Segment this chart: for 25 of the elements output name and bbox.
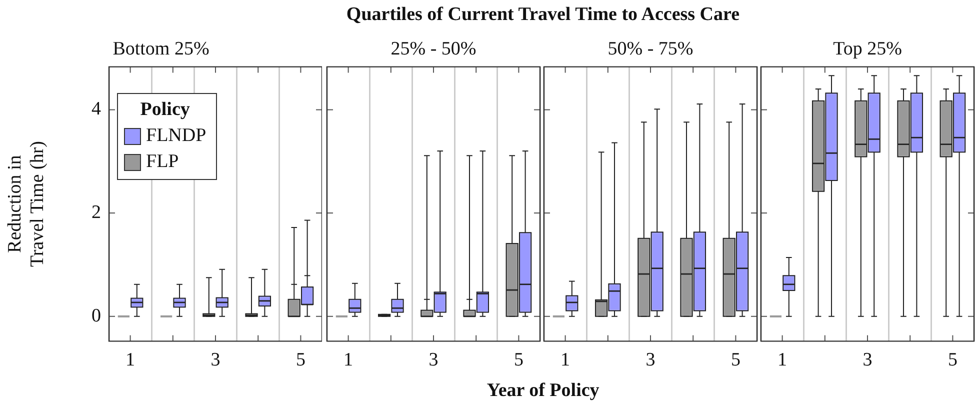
chart-title: 25% - 50% — [390, 38, 476, 60]
text: Quartiles of Current Travel Time to Access Care — [345, 4, 741, 26]
chart-title: Top 25% — [833, 38, 902, 60]
y-tick-label: 0 — [92, 305, 101, 326]
x-tick-label: 5 — [948, 350, 958, 371]
chart-title: Bottom 25% — [112, 38, 210, 60]
x-tick-label: 1 — [560, 350, 570, 371]
x-tick-label: 1 — [126, 350, 136, 371]
x-tick-label: 3 — [210, 350, 220, 371]
x-tick-label: 1 — [778, 350, 788, 371]
x-tick-label: 1 — [344, 350, 354, 371]
y-axis-title: Reduction in Travel Time (hr) — [4, 141, 48, 267]
y-tick-label: 4 — [92, 98, 102, 120]
legend-label: FLP — [146, 150, 179, 174]
x-tick-label: 3 — [862, 350, 872, 371]
legend-title: Policy — [139, 98, 191, 122]
chart-title: 50% - 75% — [608, 38, 694, 60]
text: Year of Policy — [486, 380, 600, 402]
x-tick-label: 3 — [428, 350, 438, 371]
x-tick-label: 3 — [646, 350, 656, 371]
x-tick-label: 5 — [296, 350, 306, 371]
x-tick-label: 5 — [514, 350, 524, 371]
legend-label: FLNDP — [146, 124, 206, 148]
x-tick-label: 5 — [730, 350, 740, 371]
y-tick-label: 2 — [92, 202, 101, 224]
